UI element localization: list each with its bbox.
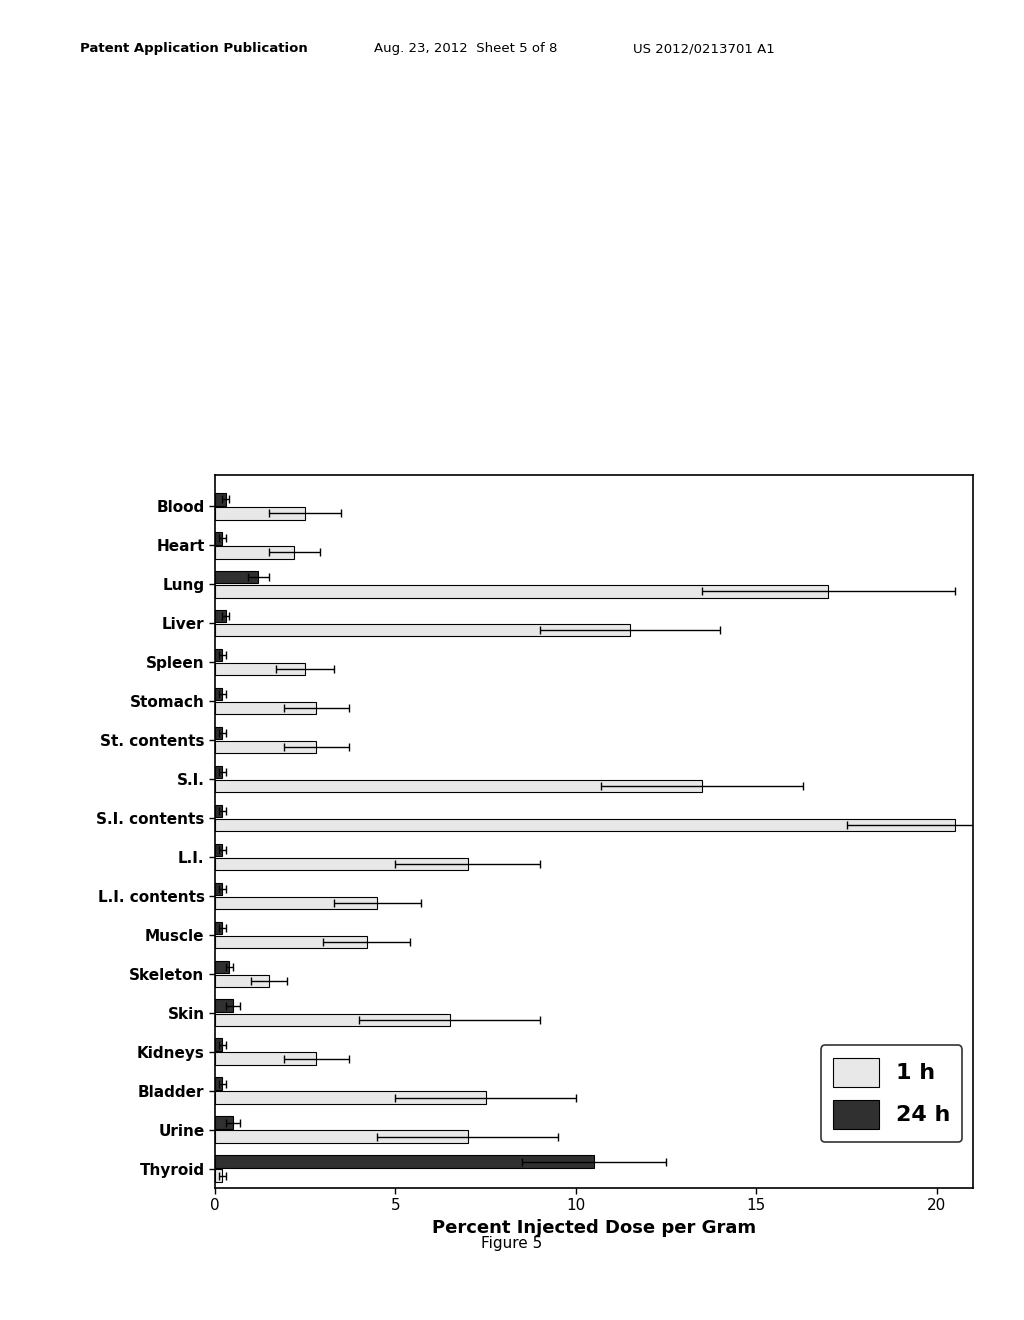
Bar (215, 1014, 450, 1026)
Bar (215, 883, 222, 895)
Text: Aug. 23, 2012  Sheet 5 of 8: Aug. 23, 2012 Sheet 5 of 8 (374, 42, 557, 55)
Bar (215, 1092, 485, 1104)
Bar (215, 961, 229, 973)
Bar (215, 494, 226, 506)
Bar (215, 921, 222, 935)
Bar (215, 702, 316, 714)
Bar (215, 572, 258, 583)
Bar (215, 974, 269, 987)
Bar (215, 546, 295, 558)
Bar (215, 1052, 316, 1065)
Text: Figure 5: Figure 5 (481, 1237, 543, 1251)
Bar (215, 1117, 233, 1129)
Bar (215, 858, 468, 870)
Text: Patent Application Publication: Patent Application Publication (80, 42, 307, 55)
Bar (215, 1155, 594, 1168)
Bar (215, 507, 305, 520)
X-axis label: Percent Injected Dose per Gram: Percent Injected Dose per Gram (432, 1218, 756, 1237)
Bar (215, 741, 316, 754)
Bar (215, 688, 222, 701)
Bar (215, 585, 828, 598)
Text: US 2012/0213701 A1: US 2012/0213701 A1 (633, 42, 774, 55)
Bar (215, 1130, 468, 1143)
Bar (215, 663, 305, 676)
Bar (215, 532, 222, 545)
Bar (215, 727, 222, 739)
Bar (215, 1170, 222, 1181)
Bar (215, 936, 367, 948)
Bar (215, 780, 702, 792)
Bar (215, 610, 226, 623)
Bar (215, 896, 378, 909)
Bar (215, 805, 222, 817)
Bar (215, 624, 630, 636)
Bar (215, 1077, 222, 1090)
Bar (215, 818, 954, 832)
Bar (215, 649, 222, 661)
Bar (215, 999, 233, 1012)
Bar (215, 766, 222, 779)
Legend: 1 h, 24 h: 1 h, 24 h (820, 1045, 963, 1142)
Bar (215, 843, 222, 857)
Bar (215, 1039, 222, 1051)
